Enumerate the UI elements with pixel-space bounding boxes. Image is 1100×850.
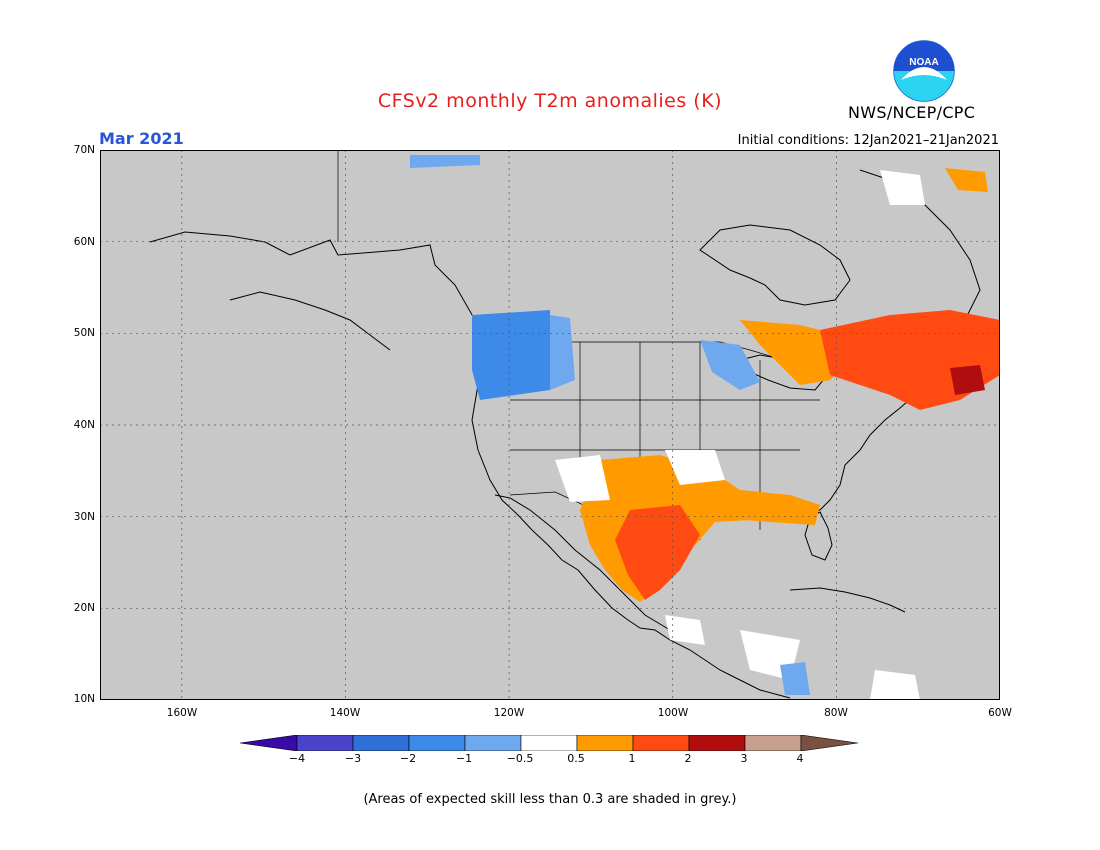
colorbar-label-4: 4 xyxy=(796,752,804,765)
neutral-south-america-north xyxy=(870,670,920,700)
colorbar-label-1: 1 xyxy=(628,752,636,765)
lon-label-140w: 140W xyxy=(329,707,361,719)
cool-anomaly-upper-midwest xyxy=(700,340,760,390)
colorbar-cell-3 xyxy=(408,735,466,751)
colorbar-label-minus3: −3 xyxy=(344,752,362,765)
anomaly-map xyxy=(100,150,1000,700)
lon-label-100w: 100W xyxy=(657,707,689,719)
colorbar-arrow-high xyxy=(800,735,859,751)
neutral-southern-plains xyxy=(665,450,725,485)
lat-label-70n: 70N xyxy=(73,144,95,156)
lat-label-40n: 40N xyxy=(73,419,95,431)
cool-anomaly-central-america xyxy=(780,662,810,695)
lat-label-10n: 10N xyxy=(73,693,95,705)
warm-anomaly-gulf-coast xyxy=(740,490,820,525)
lat-label-60n: 60N xyxy=(73,236,95,248)
alaska-peninsula xyxy=(229,291,391,351)
noaa-logo-text: NOAA xyxy=(909,57,938,68)
anomaly-fields xyxy=(410,155,1000,700)
state-borders xyxy=(510,342,820,540)
lat-label-20n: 20N xyxy=(73,602,95,614)
colorbar-label-2: 2 xyxy=(684,752,692,765)
lon-label-80w: 80W xyxy=(824,707,848,719)
noaa-logo: NOAA xyxy=(893,40,955,102)
lon-label-120w: 120W xyxy=(493,707,525,719)
colorbar-label-minus2: −2 xyxy=(399,752,417,765)
very-warm-anomaly-maritimes xyxy=(950,365,985,395)
colorbar-label-3: 3 xyxy=(740,752,748,765)
colorbar-cell-2 xyxy=(352,735,410,751)
colorbar-cell-8 xyxy=(688,735,746,751)
hudson-bay xyxy=(699,224,851,306)
chart-title: CFSv2 monthly T2m anomalies (K) xyxy=(377,90,723,112)
lon-label-60w: 60W xyxy=(988,707,1012,719)
colorbar-label-minus1: −1 xyxy=(455,752,473,765)
colorbar-cell-7 xyxy=(632,735,690,751)
colorbar-label-minus4: −4 xyxy=(288,752,306,765)
skill-footnote: (Areas of expected skill less than 0.3 a… xyxy=(363,792,737,807)
cold-anomaly-pacific-northwest xyxy=(472,310,550,400)
caribbean-islands xyxy=(789,587,906,613)
neutral-southwest xyxy=(555,455,610,502)
colorbar-label-minus0-5: −0.5 xyxy=(506,752,534,765)
lat-label-50n: 50N xyxy=(73,327,95,339)
colorbar-cell-9 xyxy=(744,735,802,751)
forecast-month: Mar 2021 xyxy=(99,129,184,148)
lat-label-30n: 30N xyxy=(73,511,95,523)
warm-anomaly-labrador xyxy=(945,168,988,192)
lon-label-160w: 160W xyxy=(166,707,198,719)
colorbar-cells xyxy=(240,735,859,751)
colorbar-cell-4 xyxy=(464,735,522,751)
baja-mexico-coast xyxy=(494,494,671,631)
pacific-coastline xyxy=(149,231,791,699)
colorbar-cell-1 xyxy=(296,735,354,751)
colorbar-arrow-low xyxy=(240,735,298,751)
neutral-labrador-sea xyxy=(880,170,925,205)
colorbar-label-0-5: 0.5 xyxy=(567,752,585,765)
colorbar-cell-5 xyxy=(520,735,578,751)
strong-warm-anomaly-texas-mexico xyxy=(615,505,700,600)
initial-conditions: Initial conditions: 12Jan2021–21Jan2021 xyxy=(737,133,999,148)
cool-anomaly-idaho xyxy=(550,315,575,390)
colorbar xyxy=(240,735,859,751)
agency-label: NWS/NCEP/CPC xyxy=(848,103,976,122)
cool-anomaly-arctic xyxy=(410,155,480,168)
colorbar-cell-6 xyxy=(576,735,634,751)
neutral-central-america xyxy=(665,615,705,645)
graticule xyxy=(100,150,1000,700)
map-frame xyxy=(100,150,1000,700)
